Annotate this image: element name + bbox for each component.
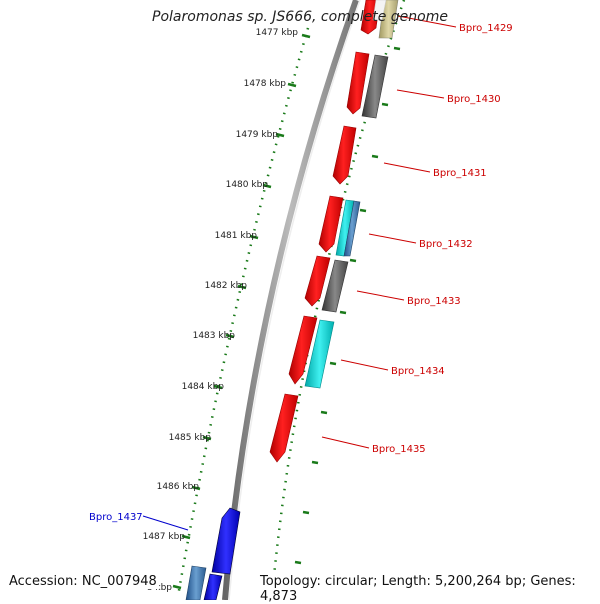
leader-line bbox=[356, 290, 405, 301]
genes-label: Genes: bbox=[530, 574, 576, 589]
length-label: Length: bbox=[381, 574, 431, 589]
leader-line bbox=[321, 436, 370, 449]
gene-label-bpro-1434: Bpro_1434 bbox=[391, 366, 445, 377]
page-title: Polaromonas sp. JS666, complete genome bbox=[152, 9, 448, 25]
gene-label-bpro-1430: Bpro_1430 bbox=[447, 94, 501, 105]
gene-arrow-bpro-1437 bbox=[211, 507, 241, 575]
leader-line bbox=[396, 89, 445, 99]
accession-label: Accession: bbox=[9, 574, 78, 589]
scale-tick bbox=[181, 534, 191, 540]
length-value: 5,200,264 bp bbox=[435, 574, 522, 589]
gene-arrow-reverse-lower bbox=[203, 573, 223, 600]
gene-leader-lines bbox=[142, 15, 457, 531]
scale-tick-label: 1482 kbp bbox=[205, 281, 248, 291]
gene-arrow-bpro-1435 bbox=[269, 393, 299, 463]
gene-label-bpro-1429: Bpro_1429 bbox=[459, 23, 513, 34]
leader-line bbox=[142, 515, 189, 531]
gene-block-bpro-1430-grey bbox=[361, 54, 389, 119]
scale-tick bbox=[301, 33, 311, 39]
gene-arrow-bpro-1434 bbox=[288, 315, 318, 385]
gene-block-bpro-1429-white bbox=[372, 0, 387, 21]
scale-tick bbox=[191, 485, 201, 491]
gene-arrow-bpro-1430 bbox=[346, 51, 370, 115]
genome-backbone-highlight bbox=[228, 0, 361, 600]
scale-tick-label: 8 kbp bbox=[147, 583, 173, 593]
scale-tick bbox=[172, 584, 182, 590]
scale-tick bbox=[213, 384, 223, 390]
scale-tick bbox=[225, 333, 235, 339]
gene-label-bpro-1433: Bpro_1433 bbox=[407, 296, 461, 307]
leader-line bbox=[368, 233, 417, 244]
gene-block-bpro-1432-steel bbox=[343, 200, 361, 257]
gene-block-steel-lower bbox=[185, 565, 207, 600]
scale-tick-label: 1484 kbp bbox=[182, 382, 225, 392]
gene-arrow-bpro-1431 bbox=[332, 125, 357, 185]
scale-tick bbox=[287, 82, 297, 88]
scale-tick bbox=[237, 284, 247, 290]
accession-info: Accession: NC_007948 bbox=[7, 574, 159, 589]
genes-value: 4,873 bbox=[260, 589, 298, 604]
gene-arrow-bpro-1432 bbox=[318, 195, 344, 253]
scale-tick bbox=[262, 183, 272, 189]
scale-tick-label: 1478 kbp bbox=[244, 79, 287, 89]
scale-tick-label: 1483 kbp bbox=[193, 331, 236, 341]
scale-tick-label: 1481 kbp bbox=[215, 231, 258, 241]
scale-tick bbox=[249, 234, 259, 240]
gene-labels: Bpro_1429 Bpro_1430 Bpro_1431 Bpro_1432 … bbox=[89, 23, 513, 523]
scale-tick-label: 1486 kbp bbox=[157, 482, 200, 492]
gene-label-bpro-1437: Bpro_1437 bbox=[89, 512, 143, 523]
leader-line bbox=[397, 15, 457, 28]
scale-tick-labels: 1477 kbp 1478 kbp 1479 kbp 1480 kbp 1481… bbox=[143, 28, 299, 593]
scale-tick-label: 1477 kbp bbox=[256, 28, 299, 38]
genome-stats: Topology: circular; Length: 5,200,264 bp… bbox=[258, 574, 600, 604]
scale-tick-label: 1485 kbp bbox=[169, 433, 212, 443]
gene-label-bpro-1431: Bpro_1431 bbox=[433, 168, 487, 179]
gene-arrow-bpro-1433 bbox=[304, 255, 331, 307]
leader-line bbox=[383, 162, 431, 173]
scale-dotted-line bbox=[176, 27, 310, 597]
gene-block-bpro-1433-grey bbox=[321, 259, 349, 313]
gene-block-bpro-1434-cyan bbox=[304, 319, 335, 389]
scale-tick bbox=[202, 435, 212, 441]
gene-features bbox=[185, 0, 399, 600]
outer-track-ticks bbox=[294, 46, 401, 565]
scale-tick-label: 1480 kbp bbox=[226, 180, 269, 190]
topology-label: Topology: bbox=[260, 574, 321, 589]
scale-tick bbox=[275, 132, 285, 138]
gene-label-bpro-1432: Bpro_1432 bbox=[419, 239, 473, 250]
gene-label-bpro-1435: Bpro_1435 bbox=[372, 444, 426, 455]
accession-value: NC_007948 bbox=[81, 574, 157, 589]
scale-tick-label: 1487 kbp bbox=[143, 532, 186, 542]
leader-line bbox=[340, 359, 389, 371]
topology-value: circular bbox=[324, 574, 374, 589]
scale-tick-label: 1479 kbp bbox=[236, 130, 279, 140]
scale-ticks bbox=[172, 33, 311, 590]
